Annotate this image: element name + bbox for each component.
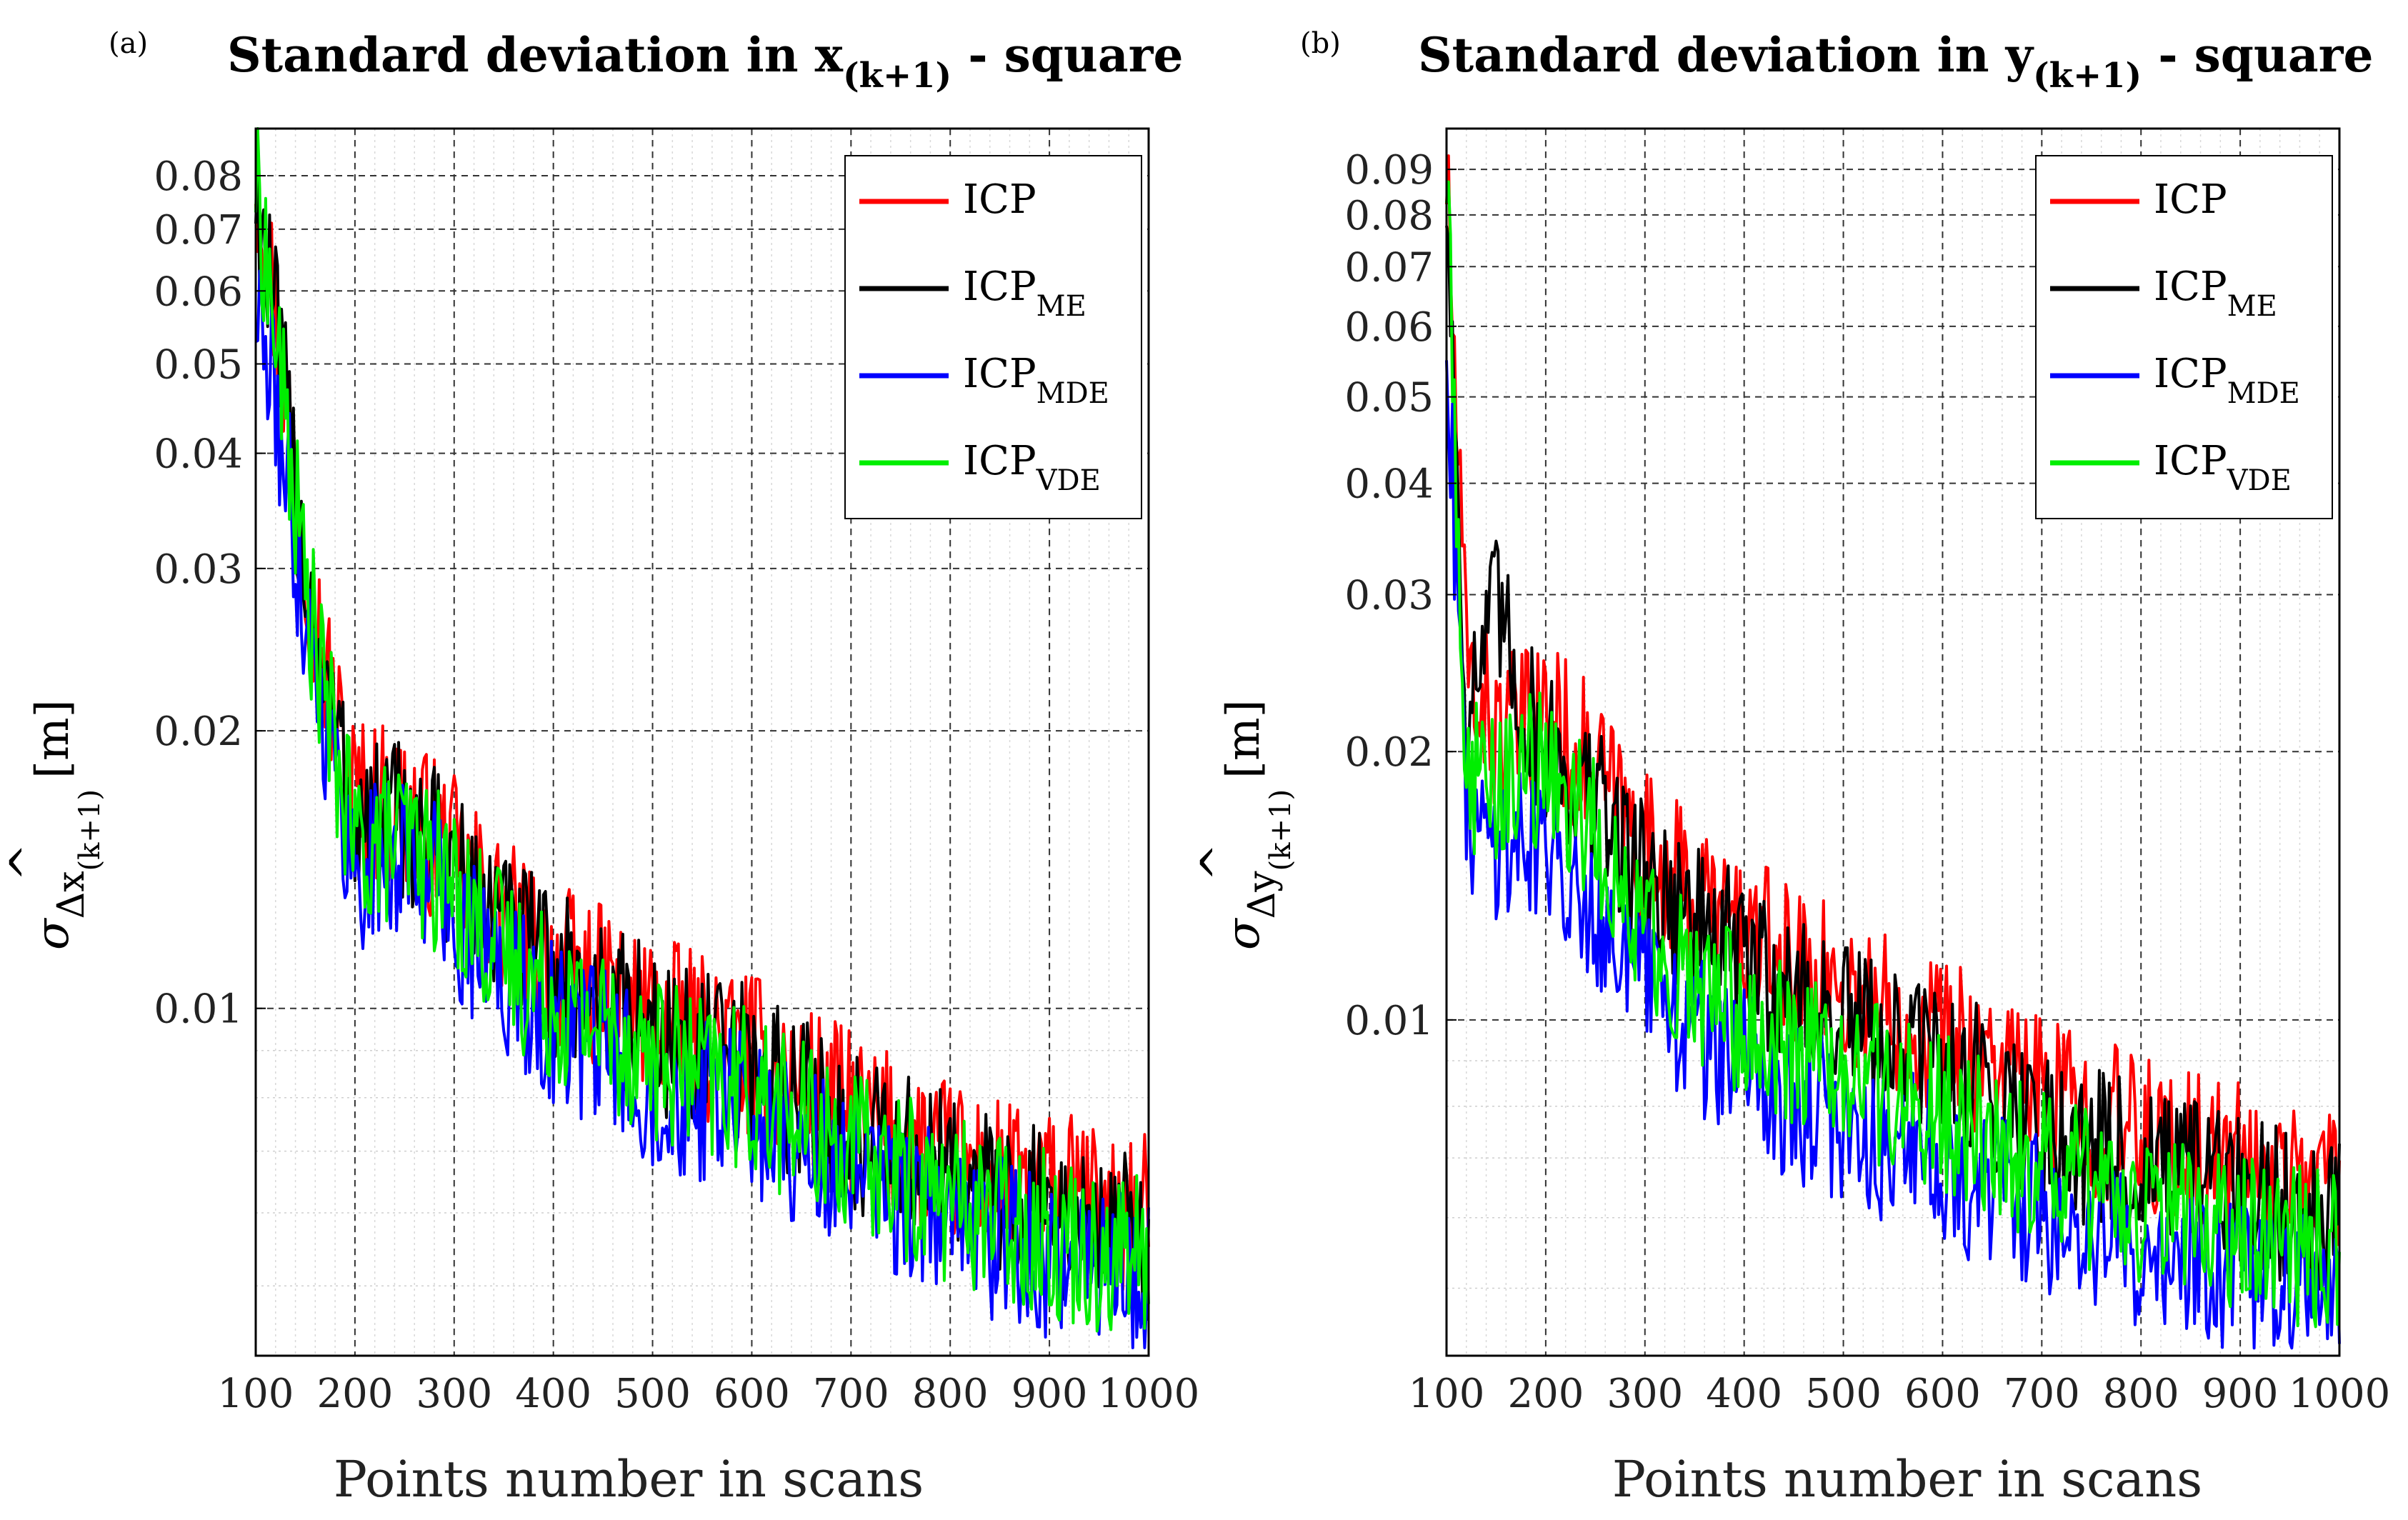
- y-tick-label: 0.07: [1344, 244, 1434, 291]
- y-tick-label: 0.02: [1344, 729, 1434, 776]
- y-tick-label: 0.08: [154, 154, 243, 200]
- ylabel-var-a: x: [50, 871, 93, 891]
- series-line-icp-me-a: [254, 163, 1150, 1322]
- x-tick-label: 700: [813, 1371, 889, 1417]
- legend-label: ICPMDE: [2154, 351, 2300, 410]
- ylabel-sigma-a: σ: [26, 917, 79, 950]
- x-tick-label: 900: [1011, 1371, 1088, 1417]
- ylabel-hat-b: ^: [1191, 843, 1244, 881]
- y-tick-label: 0.04: [1344, 461, 1434, 508]
- axes-box-a: [254, 127, 1150, 1357]
- x-tick-label: 200: [1507, 1371, 1584, 1417]
- legend-box: [844, 155, 1142, 519]
- y-tick-label: 0.05: [154, 341, 243, 388]
- x-tick-label: 600: [714, 1371, 790, 1417]
- series-line-icp-vde-b: [1445, 180, 2341, 1329]
- legend-a: ICP ICPME ICPMDE ICPVDE: [844, 155, 1142, 519]
- ylabel-hat-a: ^: [1, 843, 54, 881]
- x-tick-label: 400: [1706, 1371, 1782, 1417]
- y-axis-label-b: σΔy(k+1) ^ [m]: [1191, 699, 1297, 950]
- x-tick-label: 1000: [2289, 1371, 2391, 1417]
- y-tick-label: 0.06: [154, 269, 243, 315]
- title-tail-b: - square: [2142, 27, 2373, 83]
- y-tick-label: 0.09: [1344, 147, 1434, 194]
- y-tick-label: 0.03: [1344, 572, 1434, 619]
- y-tick-label: 0.01: [1344, 998, 1434, 1044]
- x-tick-label: 800: [912, 1371, 989, 1417]
- svg-text:σΔx(k+1): σΔx(k+1): [26, 789, 106, 950]
- y-tick-label: 0.02: [154, 709, 243, 755]
- panel-a: (a) Standard deviation in x(k+1) - squar…: [1, 27, 1199, 1509]
- ylabel-sigma-b: σ: [1217, 917, 1270, 950]
- legend-label: ICPME: [2154, 264, 2277, 323]
- axes-box-b: [1445, 127, 2341, 1357]
- y-tick-label: 0.04: [154, 431, 243, 478]
- x-tick-label: 700: [2004, 1371, 2080, 1417]
- y-axis-label-a: σΔx(k+1) ^ [m]: [1, 699, 106, 950]
- y-tick-label: 0.01: [154, 986, 243, 1033]
- ylabel-delta-b: Δ: [1241, 892, 1284, 919]
- x-tick-label: 100: [218, 1371, 294, 1417]
- panel-b: (b) Standard deviation in y(k+1) - squar…: [1191, 27, 2390, 1509]
- title-tail-a: - square: [951, 27, 1183, 83]
- ylabel-unit-a: [m]: [26, 699, 79, 779]
- ylabel-unit-b: [m]: [1217, 699, 1270, 779]
- legend-label: ICPMDE: [963, 351, 1109, 410]
- y-tick-label: 0.06: [1344, 304, 1434, 351]
- x-tick-label: 400: [515, 1371, 591, 1417]
- x-tick-label: 800: [2103, 1371, 2179, 1417]
- chart-title-b: Standard deviation in y(k+1) - square: [1418, 27, 2373, 96]
- x-tick-label: 600: [1904, 1371, 1981, 1417]
- legend-box: [2035, 155, 2333, 519]
- x-tick-label: 100: [1409, 1371, 1485, 1417]
- x-tick-label: 500: [1805, 1371, 1882, 1417]
- ylabel-sub-a: (k+1): [74, 789, 106, 871]
- x-axis-label-a: Points number in scans: [334, 1450, 924, 1509]
- panel-label-b: (b): [1300, 27, 1341, 60]
- title-main-b: Standard deviation in y: [1418, 27, 2034, 83]
- y-tick-label: 0.07: [154, 207, 243, 254]
- x-tick-label: 900: [2202, 1371, 2279, 1417]
- legend-label: ICP: [2154, 176, 2227, 223]
- series-line-icp-vde-a: [254, 127, 1150, 1333]
- x-tick-label: 300: [416, 1371, 492, 1417]
- x-tick-label: 300: [1607, 1371, 1683, 1417]
- legend-b: ICP ICPME ICPMDE ICPVDE: [2035, 155, 2333, 519]
- title-sub-a: (k+1): [843, 56, 951, 96]
- panel-label-a: (a): [109, 27, 148, 60]
- ylabel-delta-a: Δ: [50, 892, 93, 919]
- y-tick-label: 0.08: [1344, 193, 1434, 239]
- x-tick-label: 200: [316, 1371, 393, 1417]
- legend-label: ICPVDE: [2154, 438, 2292, 497]
- x-tick-label: 1000: [1098, 1371, 1200, 1417]
- legend-label: ICP: [963, 176, 1036, 223]
- chart-title-a: Standard deviation in x(k+1) - square: [227, 27, 1183, 96]
- title-main-a: Standard deviation in x: [227, 27, 844, 83]
- x-tick-label: 500: [614, 1371, 691, 1417]
- x-axis-label-b: Points number in scans: [1612, 1450, 2202, 1509]
- ylabel-var-b: y: [1241, 871, 1284, 893]
- ylabel-sub-b: (k+1): [1264, 789, 1297, 871]
- legend-label: ICPME: [963, 264, 1086, 323]
- y-tick-label: 0.05: [1344, 375, 1434, 421]
- svg-text:σΔy(k+1): σΔy(k+1): [1217, 789, 1297, 950]
- title-sub-b: (k+1): [2033, 56, 2142, 96]
- y-tick-label: 0.03: [154, 546, 243, 593]
- legend-label: ICPVDE: [963, 438, 1101, 497]
